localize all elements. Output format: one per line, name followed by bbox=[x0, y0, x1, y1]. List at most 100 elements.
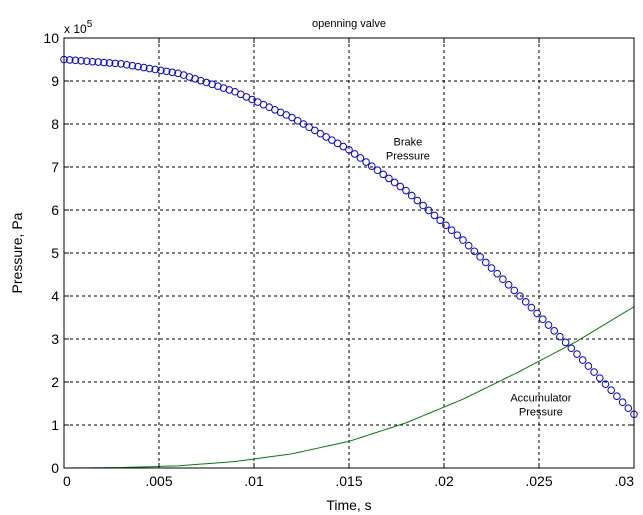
data-point-brake bbox=[140, 63, 148, 72]
data-point-brake bbox=[487, 264, 496, 272]
y-tick-label: 8 bbox=[51, 116, 59, 132]
x-tick-label: .02 bbox=[434, 473, 454, 489]
data-point-brake bbox=[516, 292, 524, 300]
data-point-brake bbox=[402, 186, 410, 195]
data-point-brake bbox=[83, 57, 91, 66]
data-point-brake bbox=[71, 56, 80, 65]
data-point-brake bbox=[533, 309, 541, 318]
y-tick-label: 4 bbox=[51, 288, 59, 304]
data-point-brake bbox=[430, 211, 439, 220]
data-point-brake bbox=[482, 258, 490, 267]
x-axis-label: Time, s bbox=[326, 497, 371, 513]
series-brake-pressure bbox=[60, 55, 638, 419]
y-multiplier-exponent: 5 bbox=[87, 19, 93, 30]
x-tick-label: 0 bbox=[63, 473, 71, 489]
data-point-brake bbox=[567, 344, 576, 353]
data-point-brake bbox=[539, 315, 547, 324]
chart-title: openning valve bbox=[312, 18, 386, 30]
data-point-brake bbox=[373, 166, 382, 175]
y-multiplier: x 105 bbox=[64, 19, 93, 36]
data-point-brake bbox=[100, 58, 108, 67]
data-point-brake bbox=[596, 374, 604, 382]
data-point-brake bbox=[111, 59, 120, 68]
data-point-brake bbox=[447, 226, 456, 235]
data-point-brake bbox=[128, 61, 137, 70]
data-point-brake bbox=[385, 174, 393, 183]
x-tick-label: .03 bbox=[615, 473, 635, 489]
y-tick-label: 3 bbox=[51, 331, 59, 347]
data-point-brake bbox=[316, 129, 325, 138]
y-tick-label: 10 bbox=[43, 30, 59, 46]
data-point-brake bbox=[145, 64, 154, 73]
data-point-brake bbox=[470, 247, 479, 256]
y-tick-labels: 0 1 2 3 4 5 6 7 8 9 10 bbox=[43, 30, 59, 476]
x-tick-label: .01 bbox=[244, 473, 264, 489]
data-point-brake bbox=[105, 59, 114, 67]
data-point-brake bbox=[407, 191, 416, 200]
data-point-brake bbox=[345, 146, 353, 154]
data-point-brake bbox=[578, 356, 587, 364]
data-point-brake bbox=[459, 236, 467, 244]
data-point-brake bbox=[390, 178, 399, 187]
data-point-brake bbox=[311, 126, 319, 135]
data-point-brake bbox=[368, 162, 376, 170]
annotation-text: Pressure bbox=[386, 151, 430, 163]
y-tick-label: 2 bbox=[51, 374, 59, 390]
y-tick-label: 5 bbox=[51, 245, 59, 261]
x-tick-label: .015 bbox=[335, 473, 362, 489]
data-point-brake bbox=[322, 133, 331, 141]
data-point-brake bbox=[305, 123, 313, 132]
y-tick-label: 6 bbox=[51, 202, 59, 218]
x-tick-labels: 0 .005 .01 .015 .02 .025 .03 bbox=[63, 473, 634, 489]
data-point-brake bbox=[362, 158, 370, 166]
annotations: Brake Pressure Accumulator Pressure bbox=[386, 137, 572, 419]
data-point-brake bbox=[453, 231, 462, 239]
data-point-brake bbox=[544, 321, 553, 329]
data-point-brake bbox=[607, 386, 616, 394]
data-point-brake bbox=[504, 281, 513, 289]
data-point-brake bbox=[436, 216, 445, 225]
data-point-brake bbox=[527, 303, 536, 312]
data-point-brake bbox=[117, 60, 125, 68]
data-point-brake bbox=[601, 380, 610, 388]
data-point-brake bbox=[328, 136, 336, 144]
data-point-brake bbox=[413, 196, 422, 205]
data-point-brake bbox=[134, 62, 142, 71]
y-tick-label: 1 bbox=[51, 417, 59, 433]
data-point-brake bbox=[157, 66, 165, 75]
data-point-brake bbox=[88, 57, 97, 66]
x-tick-label: .025 bbox=[525, 473, 552, 489]
data-point-brake bbox=[590, 368, 598, 376]
y-tick-label: 7 bbox=[51, 159, 59, 175]
axis-ticks bbox=[63, 37, 635, 469]
data-point-brake bbox=[356, 154, 365, 162]
data-point-brake bbox=[339, 142, 348, 151]
annotation-text: Pressure bbox=[519, 406, 563, 418]
data-point-brake bbox=[168, 68, 177, 77]
data-point-brake bbox=[333, 139, 342, 148]
data-point-brake bbox=[550, 327, 559, 335]
y-axis-label: Pressure, Pa bbox=[9, 212, 25, 293]
data-point-brake bbox=[65, 56, 74, 64]
data-point-brake bbox=[162, 67, 171, 76]
data-point-brake bbox=[584, 362, 593, 370]
data-point-brake bbox=[350, 150, 359, 158]
y-multiplier-base: x 10 bbox=[64, 22, 87, 36]
data-point-brake bbox=[464, 241, 473, 250]
data-point-brake bbox=[510, 286, 519, 295]
data-point-brake bbox=[618, 398, 627, 407]
data-point-brake bbox=[299, 120, 308, 128]
data-point-brake bbox=[624, 404, 633, 413]
data-point-brake bbox=[476, 253, 484, 261]
data-point-brake bbox=[556, 332, 564, 341]
annotation-text: Accumulator bbox=[510, 392, 571, 404]
data-point-brake bbox=[613, 392, 621, 400]
x-tick-label: .005 bbox=[145, 473, 172, 489]
data-point-brake bbox=[561, 338, 570, 347]
data-point-brake bbox=[151, 65, 159, 74]
data-point-brake bbox=[419, 201, 427, 210]
data-point-brake bbox=[396, 182, 405, 191]
data-point-brake bbox=[77, 56, 85, 65]
data-point-brake bbox=[425, 206, 433, 215]
